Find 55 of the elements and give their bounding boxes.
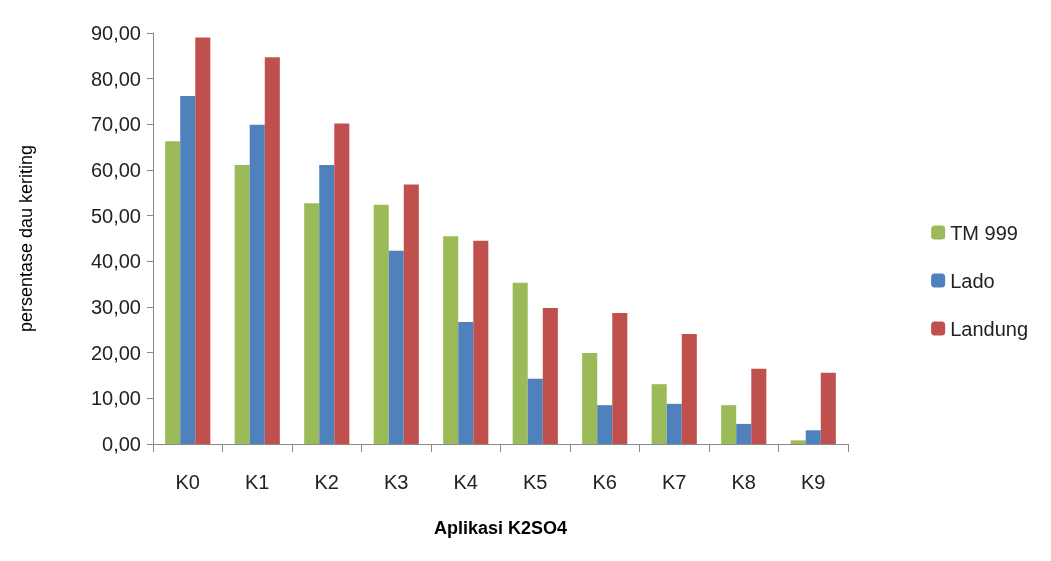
bar (165, 141, 181, 444)
y-tick-label: 70,00 (90, 113, 141, 136)
x-tick-label: K3 (384, 471, 409, 493)
bar (180, 96, 196, 444)
bar (751, 368, 767, 444)
bar (473, 240, 489, 444)
y-tick-label: 50,00 (90, 204, 141, 227)
bar (373, 204, 389, 444)
x-tick-label: K7 (662, 471, 687, 493)
bar (681, 333, 697, 444)
bar (512, 282, 528, 444)
bar (736, 423, 752, 444)
y-tick-label: 20,00 (90, 341, 141, 364)
bar (249, 124, 265, 444)
y-tick-label: 10,00 (90, 387, 141, 410)
y-tick-label: 30,00 (90, 296, 141, 318)
x-tick-label: K0 (175, 471, 200, 493)
bar (458, 322, 474, 444)
bar (542, 307, 558, 444)
x-tick-label: K9 (801, 471, 826, 493)
bar (721, 405, 737, 444)
y-tick-label: 60,00 (90, 159, 141, 181)
x-axis-title: Aplikasi K2SO4 (433, 518, 568, 538)
bar (334, 123, 350, 444)
bar (443, 236, 459, 444)
y-tick-label: 80,00 (90, 67, 141, 90)
legend-label: Lado (950, 269, 995, 292)
x-tick-label: K2 (314, 471, 339, 493)
bar (612, 312, 628, 444)
bar (319, 164, 335, 444)
bar (820, 372, 836, 444)
bar (304, 203, 320, 444)
y-tick-label: 0,00 (102, 433, 141, 455)
x-tick-label: K5 (523, 471, 548, 493)
bar (388, 250, 404, 444)
legend-label: Landung (950, 317, 1029, 340)
bar (582, 353, 598, 444)
y-tick-label: 40,00 (90, 250, 141, 273)
y-tick-label: 90,00 (90, 22, 141, 44)
x-tick-label: K4 (453, 471, 478, 493)
bar (597, 405, 613, 444)
bar (195, 37, 211, 444)
legend-label: TM 999 (950, 221, 1018, 244)
bar (264, 57, 280, 444)
bar (403, 184, 419, 444)
bar (790, 440, 806, 444)
x-tick-label: K6 (592, 471, 617, 493)
y-axis-title: persentase dau keriting (16, 144, 36, 333)
x-tick-label: K8 (731, 471, 756, 493)
x-tick-label: K1 (245, 471, 270, 493)
bar (234, 164, 250, 444)
bar (651, 384, 667, 444)
bar (527, 378, 543, 444)
bar (805, 430, 821, 444)
bar (666, 403, 682, 444)
